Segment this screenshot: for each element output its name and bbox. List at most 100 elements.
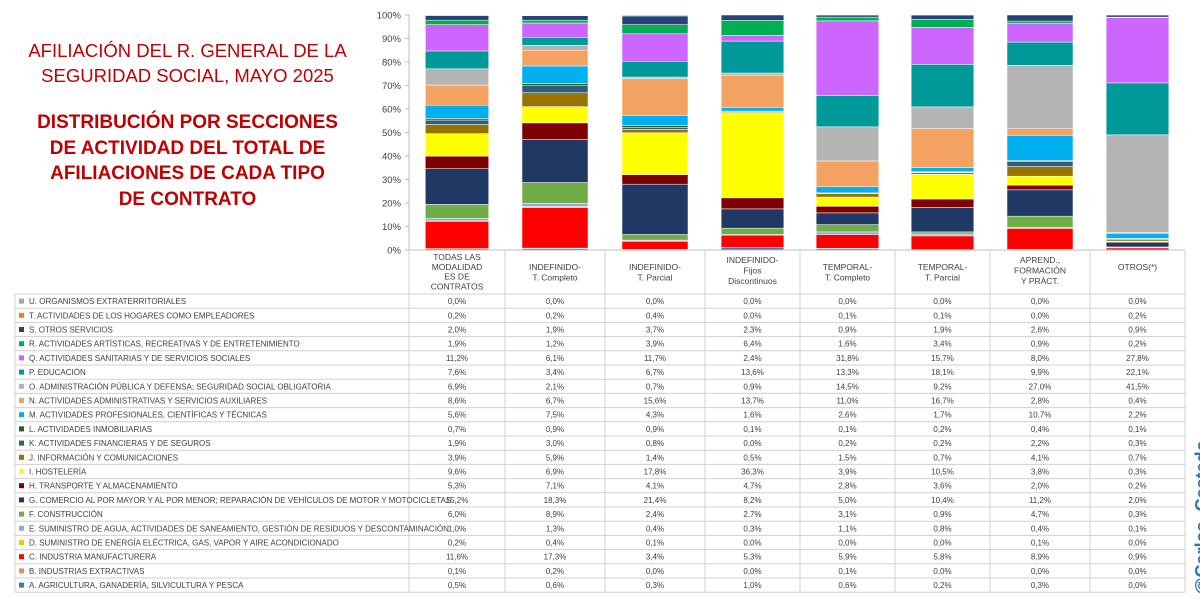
bar-segment [521, 65, 589, 84]
bar-segment [621, 24, 689, 35]
bar-segment [815, 193, 880, 198]
bar-segment [910, 106, 975, 129]
bar-segment [425, 204, 489, 219]
bar-segment [521, 207, 589, 249]
legend-swatch [19, 454, 24, 460]
table-cell-value: 11,6% [446, 553, 468, 562]
bar-segment [425, 104, 489, 119]
table-cell-value: 8,2% [743, 496, 761, 505]
legend-entry: M. ACTIVIDADES PROFESIONALES, CIENTÍFICA… [29, 411, 267, 420]
table-cell-value: 4,7% [743, 482, 761, 491]
category-label-line: CONTRATOS [431, 281, 484, 291]
table-cell-value: 1,0% [743, 581, 761, 590]
y-tick-label: 30% [382, 175, 402, 186]
bar-segment [621, 129, 689, 133]
table-cell-value: 6,9% [546, 468, 564, 477]
table-cell-value: 13,6% [741, 368, 764, 377]
table-cell-value: 4,1% [646, 482, 664, 491]
table-cell-value: 18,1% [931, 368, 954, 377]
bar-segment [910, 207, 975, 233]
category-label-line: TODAS LAS [433, 252, 481, 262]
bar-segment [815, 212, 880, 225]
table-cell-value: 1,4% [646, 453, 664, 462]
table-cell-value: 36,3% [741, 468, 764, 477]
table-cell-value: 3,1% [838, 510, 856, 519]
table-cell-value: 0,1% [1128, 524, 1146, 533]
category-label-line: INDEFINIDO- [529, 262, 581, 272]
category-label: TEMPORAL-T. Completo [823, 262, 873, 283]
category-label-line: TEMPORAL- [918, 262, 968, 272]
table-cell-value: 0,0% [646, 567, 664, 576]
y-tick-label: 80% [382, 58, 402, 69]
table-cell-value: 0,0% [1031, 297, 1049, 306]
table-cell-value: 3,9% [448, 453, 466, 462]
table-cell-value: 0,1% [838, 311, 856, 320]
bar-segment [425, 24, 489, 52]
legend-entry: D. SUMINISTRO DE ENERGÍA ELÉCTRICA, GAS,… [29, 539, 339, 548]
table-cell-value: 0,0% [838, 539, 856, 548]
category-label-line: T. Parcial [925, 273, 960, 283]
table-cell-value: 0,9% [1031, 340, 1049, 349]
table-cell-value: 10,7% [1029, 411, 1052, 420]
table-cell-value: 0,0% [1128, 567, 1146, 576]
table-cell-value: 0,4% [1128, 397, 1146, 406]
bar-segment [1105, 14, 1170, 18]
bar-segment [1006, 161, 1074, 167]
table-cell-value: 5,3% [743, 553, 761, 562]
bar-segment [815, 231, 880, 235]
table-cell-value: 2,2% [1031, 439, 1049, 448]
table-cell-value: 41,5% [1126, 382, 1149, 391]
table-cell-value: 5,3% [448, 482, 466, 491]
bar-segment [621, 125, 689, 128]
bar-segment [910, 198, 975, 208]
table-cell-value: 13,3% [836, 368, 859, 377]
bar-segment [720, 234, 785, 248]
legend-swatch [19, 341, 24, 347]
bar-segment [425, 124, 489, 134]
table-cell-value: 6,0% [448, 510, 466, 519]
bar-segment [1006, 228, 1074, 250]
bar-segment [1006, 22, 1074, 43]
table-cell-value: 0,3% [1128, 439, 1146, 448]
table-cell-value: 8,6% [448, 397, 466, 406]
table-cell-value: 0,0% [743, 539, 761, 548]
bar-segment [720, 197, 785, 210]
legend-swatch [19, 398, 24, 403]
category-label-line: TEMPORAL- [823, 262, 873, 272]
table-cell-value: 2,0% [448, 326, 466, 335]
y-tick-label: 20% [382, 199, 402, 210]
bar-segment [621, 78, 689, 116]
bar-segment [720, 35, 785, 42]
table-cell-value: 0,2% [1128, 340, 1146, 349]
bar-segment [621, 115, 689, 126]
bar-segment [425, 68, 489, 86]
bar-segment [1105, 134, 1170, 233]
table-cell-value: 0,3% [743, 524, 761, 533]
bar-segment [621, 127, 689, 130]
table-cell-value: 3,7% [646, 326, 664, 335]
bar-segment [1006, 14, 1074, 22]
bar-segment [815, 196, 880, 207]
table-cell-value: 0,6% [838, 581, 856, 590]
bar-plot-area [425, 14, 1170, 251]
category-label-line: ES DE [444, 272, 470, 282]
bar-segment [910, 231, 975, 235]
table-cell-value: 1,7% [933, 411, 951, 420]
bar-segment [910, 167, 975, 172]
category-label-line: T. Parcial [638, 273, 673, 283]
table-cell-value: 2,8% [1031, 397, 1049, 406]
category-label-line: T. Completo [532, 273, 578, 283]
bar-segment [1105, 241, 1170, 248]
legend-entry: C. INDUSTRIA MANUFACTURERA [29, 553, 157, 562]
bar-segment [720, 112, 785, 199]
table-cell-value: 2,0% [1128, 496, 1146, 505]
bar-segment [521, 22, 589, 38]
table-cell-value: 0,0% [933, 539, 951, 548]
table-cell-value: 0,8% [933, 524, 951, 533]
bar-segment [521, 122, 589, 140]
bar-segment [910, 128, 975, 169]
table-cell-value: 13,7% [741, 397, 764, 406]
bar-segment [910, 64, 975, 108]
table-cell-value: 0,2% [448, 539, 466, 548]
table-cell-value: 6,7% [646, 368, 664, 377]
